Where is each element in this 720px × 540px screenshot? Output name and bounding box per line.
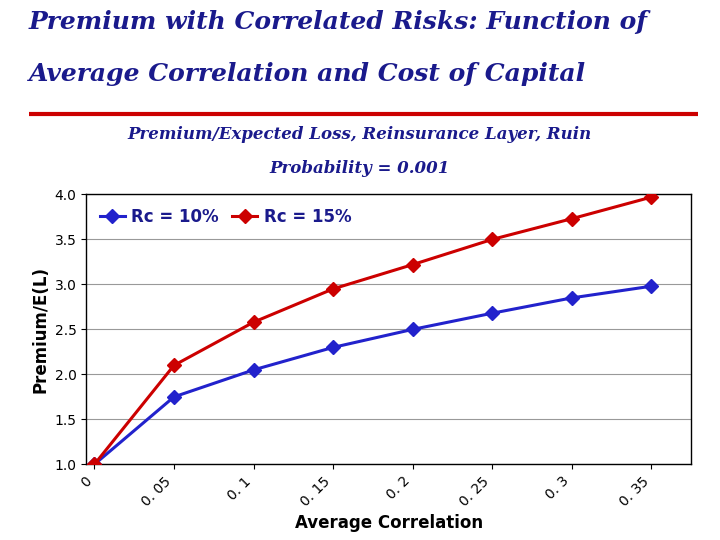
Rc = 15% [647, 194, 656, 200]
Rc = 15% [249, 319, 258, 326]
Rc = 15% [90, 461, 99, 468]
Rc = 15% [488, 236, 497, 242]
Rc = 15% [329, 286, 338, 292]
Text: Premium/Expected Loss, Reinsurance Layer, Ruin: Premium/Expected Loss, Reinsurance Layer… [128, 126, 592, 143]
Rc = 10% [170, 394, 179, 400]
Rc = 10% [647, 283, 656, 289]
Y-axis label: Premium/E(L): Premium/E(L) [31, 266, 49, 393]
Line: Rc = 10%: Rc = 10% [89, 281, 656, 469]
Text: Premium with Correlated Risks: Function of: Premium with Correlated Risks: Function … [29, 10, 648, 33]
Rc = 10% [408, 326, 417, 333]
Rc = 15% [567, 215, 576, 222]
Rc = 10% [249, 367, 258, 373]
Rc = 10% [488, 310, 497, 316]
Rc = 15% [408, 261, 417, 268]
Text: Probability = 0.001: Probability = 0.001 [270, 159, 450, 177]
Rc = 10% [329, 344, 338, 350]
Rc = 15% [170, 362, 179, 369]
Rc = 10% [90, 461, 99, 468]
Legend: Rc = 10%, Rc = 15%: Rc = 10%, Rc = 15% [95, 202, 356, 231]
X-axis label: Average Correlation: Average Correlation [294, 515, 483, 532]
Rc = 10% [567, 295, 576, 301]
Text: Average Correlation and Cost of Capital: Average Correlation and Cost of Capital [29, 62, 586, 86]
Line: Rc = 15%: Rc = 15% [89, 192, 656, 469]
